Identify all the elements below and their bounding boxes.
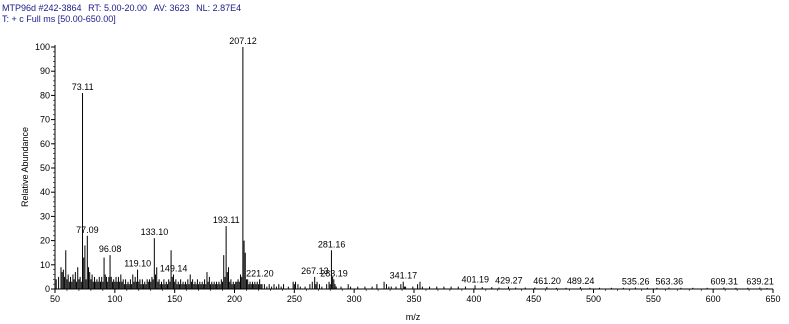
x-tick-label: 500 xyxy=(586,294,601,304)
rt-value: 5.00-20.00 xyxy=(103,3,147,13)
x-tick-label: 250 xyxy=(287,294,302,304)
peak-label: 221.20 xyxy=(246,268,274,278)
y-tick-label: 20 xyxy=(40,236,50,246)
y-tick-label: 40 xyxy=(40,187,50,197)
peak-label: 133.10 xyxy=(141,227,169,237)
peak-label: 96.08 xyxy=(99,244,122,254)
peak-label: 429.27 xyxy=(495,276,523,286)
peak-label: 73.11 xyxy=(72,82,94,92)
x-tick-label: 300 xyxy=(347,294,362,304)
x-tick-label: 550 xyxy=(646,294,661,304)
peak-label: 609.31 xyxy=(711,277,739,287)
nl-value: 2.87E4 xyxy=(212,3,242,13)
peak-label: 149.14 xyxy=(160,263,188,273)
x-tick-label: 650 xyxy=(765,294,780,304)
nl-label: NL: xyxy=(196,3,211,13)
x-tick-label: 200 xyxy=(227,294,242,304)
x-tick-label: 600 xyxy=(706,294,721,304)
x-tick-label: 400 xyxy=(466,294,481,304)
scan-id: MTP96d #242-3864 xyxy=(2,3,82,13)
peak-label: 267.13 xyxy=(301,266,329,276)
peak-label: 341.17 xyxy=(390,271,418,281)
x-tick-label: 450 xyxy=(526,294,541,304)
peak-label: 283.19 xyxy=(320,268,348,278)
peak-label: 535.26 xyxy=(622,277,650,287)
y-axis-label: Relative Abundance xyxy=(20,127,30,207)
y-tick-label: 60 xyxy=(40,139,50,149)
y-tick-label: 80 xyxy=(40,90,50,100)
x-tick-label: 150 xyxy=(167,294,182,304)
peak-label: 119.10 xyxy=(124,259,151,269)
x-axis-label: m/z xyxy=(406,312,421,322)
peak-label: 461.20 xyxy=(533,276,561,286)
rt-label: RT: xyxy=(88,3,102,13)
peak-label: 281.16 xyxy=(318,239,346,249)
peak-label: 489.24 xyxy=(567,276,595,286)
peak-label: 563.36 xyxy=(656,277,684,287)
y-tick-label: 50 xyxy=(40,163,50,173)
y-tick-label: 70 xyxy=(40,115,50,125)
peak-label: 639.21 xyxy=(746,277,774,287)
y-tick-label: 0 xyxy=(45,284,50,294)
av-label: AV: xyxy=(153,3,168,13)
scan-filter-line: T: + c Full ms [50.00-650.00] xyxy=(2,14,116,24)
y-tick-label: 100 xyxy=(35,42,50,52)
x-tick-label: 100 xyxy=(107,294,122,304)
av-value: 3623 xyxy=(169,3,190,13)
scan-header-line1: MTP96d #242-3864 RT: 5.00-20.00 AV: 3623… xyxy=(2,3,241,13)
peak-label: 193.11 xyxy=(213,215,240,225)
peak-group xyxy=(55,47,768,289)
y-tick-label: 90 xyxy=(40,66,50,76)
y-tick-label: 30 xyxy=(40,211,50,221)
peak-label: 207.12 xyxy=(229,36,257,46)
x-tick-label: 350 xyxy=(406,294,421,304)
y-tick-label: 10 xyxy=(40,260,50,270)
axes-group: 0 10 20 30 40 50 60 70 80 90 100 50 100 150 200 250 300 3… xyxy=(35,42,781,304)
peak-label: 77.09 xyxy=(76,225,99,235)
peak-label: 401.19 xyxy=(461,274,489,284)
x-tick-label: 50 xyxy=(50,294,60,304)
